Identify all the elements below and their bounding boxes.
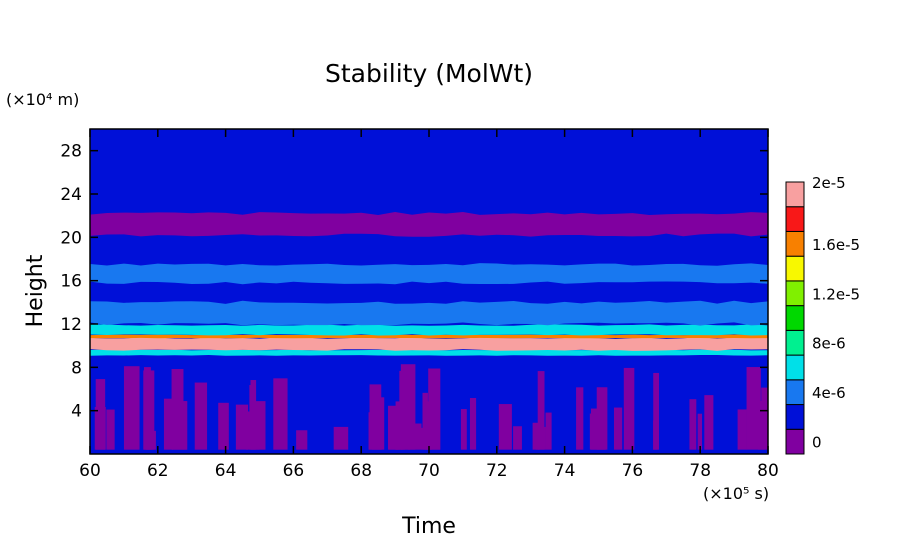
colorbar-label: 8e-6 (812, 335, 846, 353)
contour-patch (697, 413, 703, 450)
y-tick-label: 12 (60, 315, 82, 335)
colorbar-swatch (785, 379, 805, 406)
colorbar-swatch (785, 181, 805, 208)
colorbar-swatch (785, 428, 805, 455)
contour-patch (388, 405, 399, 450)
colorbar-swatch (785, 206, 805, 232)
x-tick-label: 76 (622, 461, 644, 481)
contour-patch (171, 369, 184, 450)
contour-patch (421, 427, 430, 450)
contour-patch (537, 371, 545, 450)
contour-patch (371, 397, 385, 450)
contour-patch (255, 401, 266, 450)
x-axis: 60 62 64 66 68 70 72 74 76 78 80 (79, 129, 779, 481)
contour-patch (182, 420, 187, 450)
colorbar-swatch (785, 329, 805, 356)
contour-patch (296, 430, 308, 450)
y-tick-label: 8 (71, 358, 82, 378)
y-axis-label: Height (23, 254, 48, 327)
contour-patch (95, 379, 106, 450)
contour-patch (146, 427, 153, 450)
x-tick-label: 66 (283, 461, 305, 481)
contour-band-5 (90, 300, 768, 326)
contour-patch (746, 367, 761, 450)
contour-bands (90, 211, 768, 450)
contour-patch (704, 395, 714, 450)
colorbar-label: 1.6e-5 (812, 236, 860, 254)
x-tick-label: 72 (486, 461, 508, 481)
colorbar-label: 2e-5 (812, 174, 846, 192)
contour-band-3 (90, 334, 768, 339)
contour-patch (513, 426, 522, 450)
x-unit-label: (×10⁵ s) (703, 484, 769, 503)
contour-patch (460, 409, 467, 450)
colorbar-label: 0 (812, 434, 822, 452)
contour-patch (498, 404, 512, 450)
contour-patch (273, 378, 288, 450)
contour-patch (163, 398, 173, 450)
y-unit-label: (×10⁴ m) (6, 90, 79, 109)
contour-patch (576, 387, 584, 450)
contour-patch (653, 372, 660, 450)
contour-patch (613, 407, 623, 450)
x-tick-label: 78 (689, 461, 711, 481)
colorbar-swatch (785, 354, 805, 381)
plot-area (90, 129, 768, 454)
colorbar-swatch (785, 280, 805, 307)
x-tick-label: 70 (418, 461, 440, 481)
contour-patch (106, 409, 115, 450)
colorbar-label: 4e-6 (812, 384, 846, 402)
x-tick-label: 68 (350, 461, 372, 481)
contour-patch (761, 387, 768, 450)
contour-band-7 (90, 211, 768, 237)
y-tick-label: 28 (60, 142, 82, 162)
x-tick-label: 62 (147, 461, 169, 481)
contour-band-1 (90, 349, 768, 356)
contour-patch (218, 402, 229, 450)
contour-band-4 (90, 324, 768, 336)
colorbar-swatch (785, 255, 805, 282)
colorbar-label: 1.2e-5 (812, 285, 860, 303)
x-tick-label: 74 (554, 461, 576, 481)
x-tick-label: 60 (79, 461, 101, 481)
y-axis: 4 8 12 16 20 24 28 (60, 142, 768, 422)
contour-band-2 (90, 337, 768, 351)
contour-patch (422, 392, 428, 450)
contour-patch (532, 422, 540, 450)
y-tick-label: 20 (60, 228, 82, 248)
contour-patch (143, 367, 151, 450)
contour-patch (123, 366, 140, 450)
colorbar-swatch (785, 305, 805, 331)
contour-patch (469, 398, 477, 450)
x-tick-label: 80 (757, 461, 779, 481)
colorbar-swatch (785, 404, 805, 430)
contour-patch (428, 368, 441, 450)
contour-band-6 (90, 263, 768, 285)
contour-patch (689, 399, 697, 450)
contour-patch (333, 426, 349, 450)
contour-patch (194, 382, 208, 450)
x-axis-label: Time (401, 514, 456, 539)
y-tick-label: 16 (60, 272, 82, 292)
contour-patch (246, 411, 260, 450)
y-tick-label: 24 (60, 185, 82, 205)
colorbar: 0 4e-6 8e-6 1.2e-5 1.6e-5 2e-5 (785, 174, 860, 455)
contour-patch (737, 409, 747, 450)
contour-patch (590, 408, 607, 450)
contour-patch (623, 367, 635, 450)
contour-patch (235, 404, 249, 450)
y-tick-label: 4 (71, 402, 82, 422)
x-tick-label: 64 (215, 461, 237, 481)
contour-patch (400, 364, 416, 450)
contour-patch (395, 401, 403, 450)
colorbar-swatch (785, 230, 805, 257)
chart-title: Stability (MolWt) (325, 59, 533, 88)
contour-patch (545, 412, 552, 450)
